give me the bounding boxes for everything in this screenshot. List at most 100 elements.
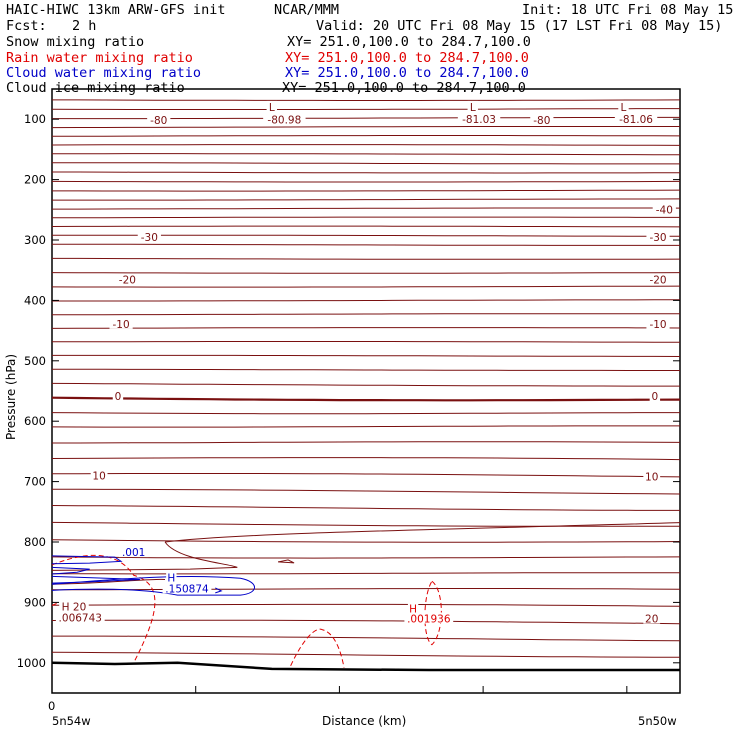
y-tick-label-600: 600: [24, 414, 46, 428]
y-tick-label-200: 200: [24, 173, 46, 187]
temperature-contour-26: [51, 382, 680, 387]
temperature-label-18: 10: [645, 472, 658, 484]
cloud-contour-arrow: [215, 587, 223, 594]
cloud-contour-1: [51, 555, 123, 565]
temperature-label-bg-1: [263, 113, 306, 125]
temperature-contour-8: [52, 171, 681, 174]
temperature-label-5: L: [269, 102, 275, 114]
temperature-label-13: -10: [113, 319, 130, 331]
y-tick-label-900: 900: [24, 595, 46, 609]
temperature-contour-bulge: [51, 541, 238, 571]
temperature-label-8: -40: [656, 205, 673, 217]
temperature-label-21: .006743: [59, 612, 102, 624]
temperature-label-6: L: [470, 102, 476, 114]
temperature-contour-3: [51, 126, 680, 129]
temperature-contour-16: [51, 243, 680, 246]
temperature-label-15: 0: [115, 391, 122, 403]
temperature-label-17: 10: [92, 470, 105, 482]
temperature-contour-0: [52, 99, 681, 101]
y-axis-title: Pressure (hPa): [4, 354, 18, 440]
cloud-water-contours: [51, 555, 256, 596]
temperature-contour-lowlevel: [51, 578, 166, 585]
field-name-cloud-ice: Cloud ice mixing ratio: [6, 80, 185, 96]
temperature-label-bg-10: [646, 230, 670, 242]
field-xy-snow: XY= 251.0,100.0 to 284.7,100.0: [287, 34, 531, 50]
temperature-contour-37: [51, 556, 681, 559]
temperature-contour-cell: [277, 559, 295, 564]
temperature-label-bg-6: [467, 100, 478, 112]
cloud-contour-3: [51, 575, 140, 584]
temperature-label-11: -20: [119, 275, 136, 287]
cloud-label-bg-0: [118, 546, 149, 558]
temperature-contour-4: [51, 135, 681, 137]
rain-contour-east: [424, 580, 442, 646]
field-xy-cloud-water: XY= 251.0,100.0 to 284.7,100.0: [285, 65, 529, 81]
temperature-contour-6: [52, 153, 680, 156]
temperature-label-bg-13: [109, 317, 133, 329]
temperature-label-14: -10: [649, 319, 666, 331]
temperature-label-bg-17: [90, 469, 108, 481]
temperature-label-bg-19: [643, 612, 661, 624]
temperature-contour-32: [51, 473, 681, 478]
temperature-contour-29: [51, 425, 680, 428]
y-tick-label-400: 400: [24, 293, 46, 307]
temperature-contour-12: [52, 207, 681, 210]
temperature-contour-13: [52, 216, 680, 219]
temperature-label-7: L: [621, 102, 627, 114]
temperature-contour-22: [51, 327, 681, 329]
header-init: Init: 18 UTC Fri 08 May 15: [522, 2, 734, 18]
cloud-label-bg-2: [162, 582, 212, 594]
temperature-contour-20: [52, 299, 680, 302]
temperature-contour-41: [51, 619, 681, 625]
x-tick-label-zero: 0: [48, 699, 55, 713]
field-xy-rain: XY= 251.0,100.0 to 284.7,100.0: [285, 50, 529, 66]
temperature-contour-2: [52, 116, 680, 120]
temperature-label-bg-5: [266, 100, 277, 112]
temperature-label-bg-7: [618, 100, 629, 112]
temperature-contour-36: [51, 539, 681, 543]
temperature-contour-19: [51, 285, 681, 288]
header-fcst-value: 2 h: [72, 18, 97, 34]
temperature-label-bg-11: [115, 273, 139, 285]
y-tick-label-300: 300: [24, 233, 46, 247]
rain-label-1: .001936: [407, 614, 451, 626]
x-axis-title: Distance (km): [322, 714, 406, 728]
y-tick-label-100: 100: [24, 112, 46, 126]
field-xy-cloud-ice: XY= 251.0,100.0 to 284.7,100.0: [282, 80, 526, 96]
temperature-label-9: -30: [141, 232, 158, 244]
temperature-label-bg-0: [147, 114, 171, 126]
rain-label-bg-0: [407, 602, 419, 614]
temperature-label-bg-8: [652, 203, 676, 215]
temperature-label-bg-9: [137, 230, 161, 242]
temperature-contour-7: [52, 162, 680, 165]
rain-contour-west: [51, 554, 156, 664]
temperature-contour-27: [51, 396, 681, 402]
header-org: NCAR/MMM: [274, 2, 340, 18]
y-tick-label-800: 800: [24, 535, 46, 549]
temperature-label-bg-14: [646, 317, 670, 329]
field-name-rain: Rain water mixing ratio: [6, 50, 193, 66]
rain-label-0: H: [409, 603, 417, 615]
temperature-contour-28: [51, 412, 680, 415]
temperature-contour-42: [52, 635, 681, 642]
temperature-label-bg-4: [614, 113, 658, 125]
temperature-label-3: -80: [533, 115, 550, 127]
cloud-label-2: .150874: [165, 583, 209, 595]
temperature-label-bg-3: [530, 114, 554, 126]
temperature-label-12: -20: [649, 275, 666, 287]
temperature-label-bg-18: [643, 470, 661, 482]
temperature-contour-31: [51, 457, 681, 461]
temperature-contour-11: [52, 198, 681, 201]
terrain-surface: [51, 661, 680, 672]
y-tick-label-500: 500: [24, 354, 46, 368]
temperature-contour-upper-bulge: [164, 522, 681, 543]
temperature-contour-21: [52, 313, 681, 316]
plot-frame: [51, 88, 681, 694]
temperature-label-2: -81.03: [462, 114, 496, 126]
temperature-label-20: H 20: [62, 601, 87, 613]
rain-water-contours: [51, 554, 442, 668]
temperature-contour-18: [51, 272, 681, 274]
temperature-label-bg-15: [112, 390, 124, 402]
